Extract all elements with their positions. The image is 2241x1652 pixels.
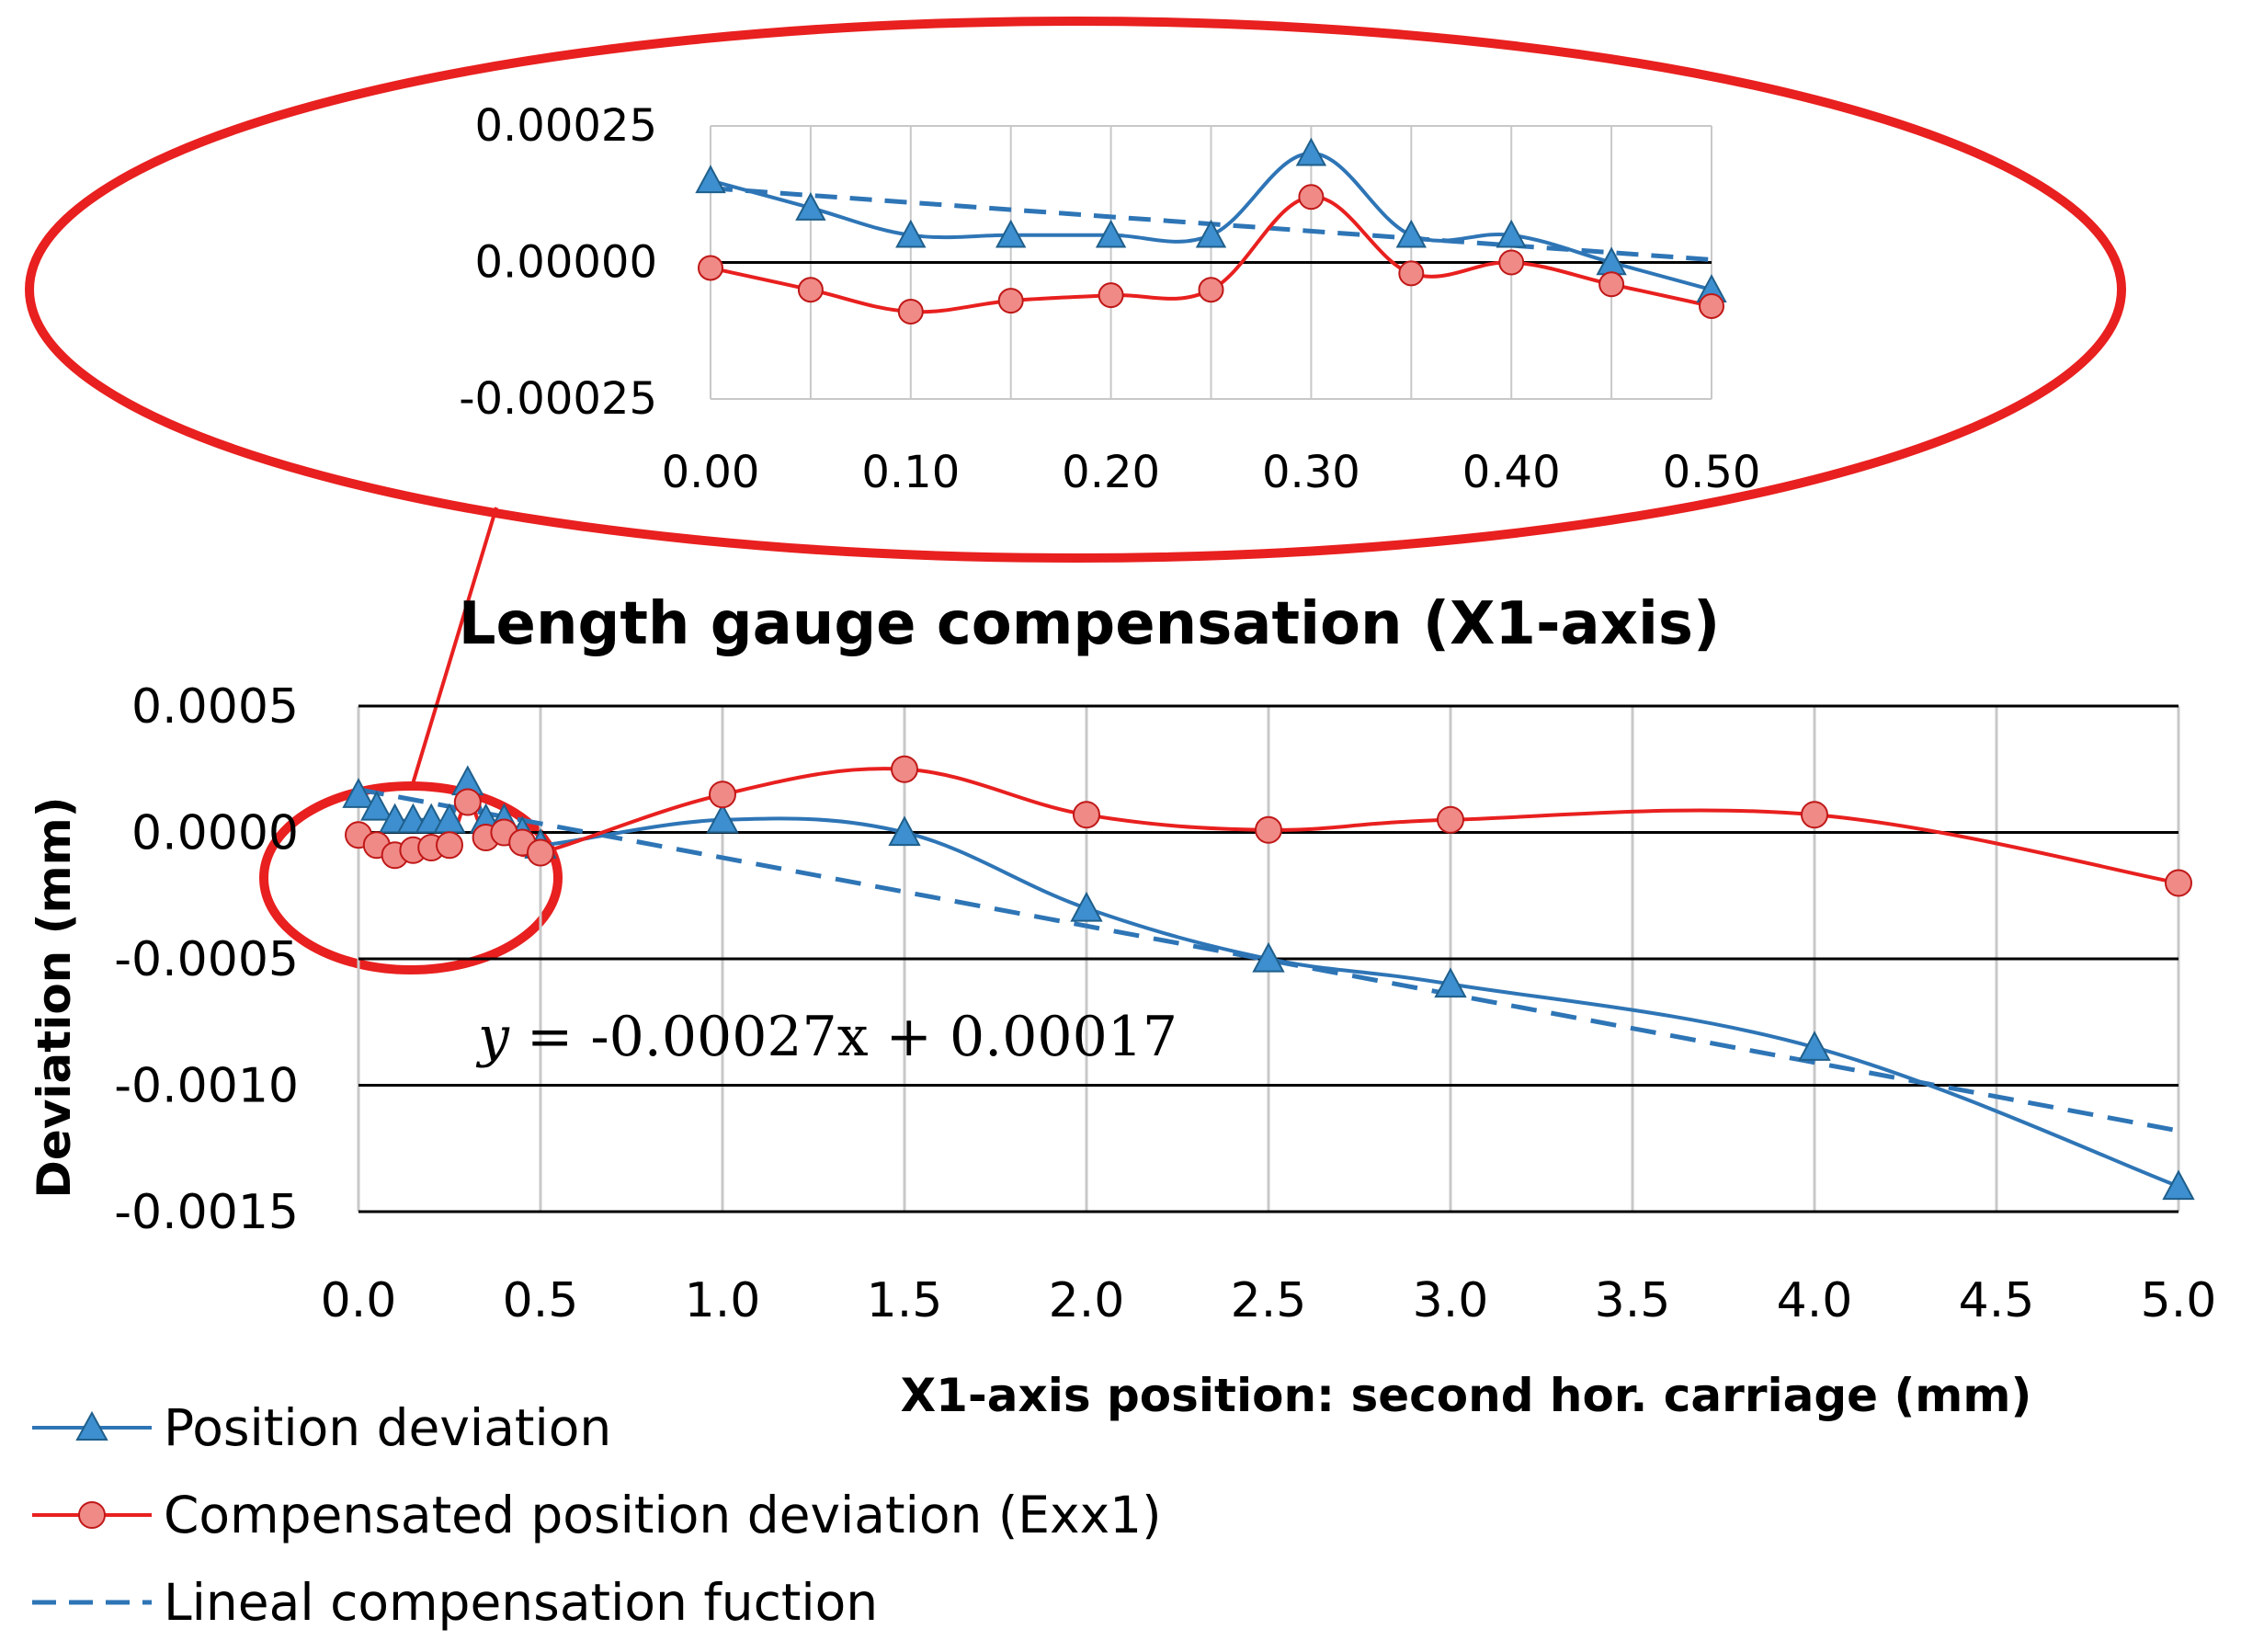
main-compensated-deviation-marker — [527, 838, 554, 867]
inset-position-deviation-marker — [995, 219, 1027, 248]
main-x-tick-label: 1.0 — [685, 1273, 761, 1328]
main-position-deviation-marker — [706, 803, 739, 834]
main-position-deviation-marker — [1798, 1031, 1831, 1061]
inset-y-tick-label: 0.00025 — [475, 100, 658, 152]
main-x-tick-label: 2.5 — [1231, 1273, 1307, 1328]
inset-position-deviation-marker — [1395, 219, 1427, 248]
inset-x-tick-label: 0.40 — [1462, 447, 1561, 498]
main-x-tick-label: 2.0 — [1049, 1273, 1125, 1328]
main-compensated-deviation-marker — [453, 788, 482, 816]
legend-item-compensated: Compensated position deviation (Exx1) — [32, 1486, 1162, 1544]
inset-compensated-deviation-marker — [1298, 184, 1325, 211]
inset-position-deviation-marker — [895, 219, 927, 248]
chart-title: Length gauge compensation (X1-axis) — [459, 590, 1721, 658]
inset-compensated-deviation-marker — [1699, 293, 1724, 320]
main-compensated-deviation-marker — [1073, 801, 1100, 829]
inset-x-tick-label: 0.30 — [1262, 447, 1360, 498]
y-axis-label: Deviation (mm) — [28, 796, 81, 1198]
inset-compensated-deviation-marker — [797, 277, 824, 303]
inset-position-deviation-marker — [1496, 219, 1527, 248]
inset-y-tick-labels: 0.00025 0.00000 -0.00025 — [459, 100, 657, 425]
highlight-overlay — [25, 17, 2126, 974]
inset-compensated-deviation-marker — [897, 298, 924, 325]
main-compensated-deviation-marker — [1801, 801, 1828, 829]
inset-x-tick-label: 0.00 — [662, 447, 760, 498]
inset-x-tick-label: 0.50 — [1663, 447, 1761, 498]
inset-position-deviation-marker — [1295, 137, 1327, 166]
main-compensated-deviation-marker — [709, 780, 736, 809]
inset-position-deviation-marker — [795, 191, 826, 221]
main-x-tick-label: 0.5 — [503, 1273, 579, 1328]
equation-variable: y — [475, 1005, 510, 1069]
inset-position-deviation-marker — [1095, 219, 1127, 248]
main-x-tick-label: 3.5 — [1595, 1273, 1671, 1328]
inset-compensated-deviation-marker — [997, 288, 1024, 314]
inset-compensated-deviation-marker — [1498, 249, 1525, 276]
inset-position-deviation-marker — [695, 165, 726, 194]
inset-series — [695, 137, 1727, 325]
main-y-tick-label: -0.0010 — [114, 1059, 299, 1114]
zoom-connector-line — [410, 507, 498, 788]
main-position-deviation-marker — [342, 778, 375, 808]
main-x-tick-labels: 0.0 0.5 1.0 1.5 2.0 2.5 3.0 3.5 4.0 4.5 5.0 — [321, 1273, 2217, 1328]
main-compensated-deviation-marker — [1437, 805, 1464, 834]
inset-highlight-ellipse — [25, 17, 2126, 563]
inset-compensated-deviation-marker — [1098, 282, 1124, 309]
inset-compensated-deviation-line — [710, 195, 1712, 314]
legend-label-position-deviation: Position deviation — [164, 1398, 611, 1457]
main-x-tick-label: 4.0 — [1777, 1273, 1853, 1328]
main-compensated-deviation-marker — [436, 831, 463, 860]
inset-y-tick-label: 0.00000 — [475, 237, 658, 289]
equation-annotation: y = -0.00027x + 0.00017 — [475, 1005, 1177, 1069]
legend-circle-icon — [78, 1501, 106, 1529]
main-series — [342, 755, 2195, 1201]
legend-triangle-icon — [75, 1410, 108, 1441]
legend-label-lineal: Lineal compensation fuction — [164, 1573, 878, 1632]
inset-gridlines — [710, 125, 1712, 400]
main-position-deviation-marker — [888, 815, 921, 847]
inset-compensated-deviation-marker — [698, 255, 723, 281]
inset-x-tick-labels: 0.00 0.10 0.20 0.30 0.40 0.50 — [662, 447, 1761, 498]
legend: Position deviation Compensated position … — [32, 1398, 1162, 1632]
inset-y-tick-label: -0.00025 — [459, 373, 657, 425]
main-compensated-deviation-marker — [2165, 869, 2192, 897]
main-compensated-deviation-marker — [891, 755, 918, 783]
inset-x-tick-label: 0.10 — [861, 447, 960, 498]
legend-label-compensated: Compensated position deviation (Exx1) — [164, 1486, 1162, 1544]
main-x-tick-label: 0.0 — [321, 1273, 397, 1328]
inset-position-deviation-line — [710, 151, 1712, 292]
main-y-tick-label: 0.0005 — [131, 679, 299, 735]
main-lineal-compensation-line — [358, 787, 2179, 1134]
main-x-tick-label: 1.5 — [867, 1273, 943, 1328]
main-compensated-deviation-marker — [1255, 815, 1282, 844]
inset-x-tick-label: 0.20 — [1062, 447, 1160, 498]
inset-compensated-deviation-marker — [1198, 277, 1224, 303]
main-chart: 0.0005 0.0000 -0.0005 -0.0010 -0.0015 0.0 0.5… — [114, 679, 2216, 1328]
main-position-deviation-marker — [2162, 1169, 2195, 1201]
equation-expression: = -0.00027x + 0.00017 — [509, 1005, 1177, 1069]
main-position-deviation-marker — [1252, 941, 1285, 973]
main-position-deviation-marker — [360, 790, 393, 821]
x-axis-label: X1-axis position: second hor. carriage (… — [901, 1369, 2032, 1422]
main-y-tick-label: 0.0000 — [131, 806, 299, 861]
inset-position-deviation-marker — [1195, 219, 1227, 248]
inset-compensated-deviation-marker — [1598, 271, 1625, 298]
main-position-deviation-marker — [1070, 891, 1103, 922]
main-x-tick-label: 4.5 — [1959, 1273, 2035, 1328]
inset-compensated-deviation-marker — [1398, 260, 1425, 287]
main-y-tick-label: -0.0015 — [114, 1185, 299, 1240]
main-x-tick-label: 5.0 — [2141, 1273, 2217, 1328]
legend-item-lineal: Lineal compensation fuction — [32, 1573, 878, 1632]
main-y-tick-labels: 0.0005 0.0000 -0.0005 -0.0010 -0.0015 — [114, 679, 299, 1240]
main-y-tick-label: -0.0005 — [114, 932, 299, 987]
legend-item-position-deviation: Position deviation — [32, 1398, 611, 1457]
main-position-deviation-marker — [1434, 967, 1467, 998]
main-x-tick-label: 3.0 — [1413, 1273, 1489, 1328]
